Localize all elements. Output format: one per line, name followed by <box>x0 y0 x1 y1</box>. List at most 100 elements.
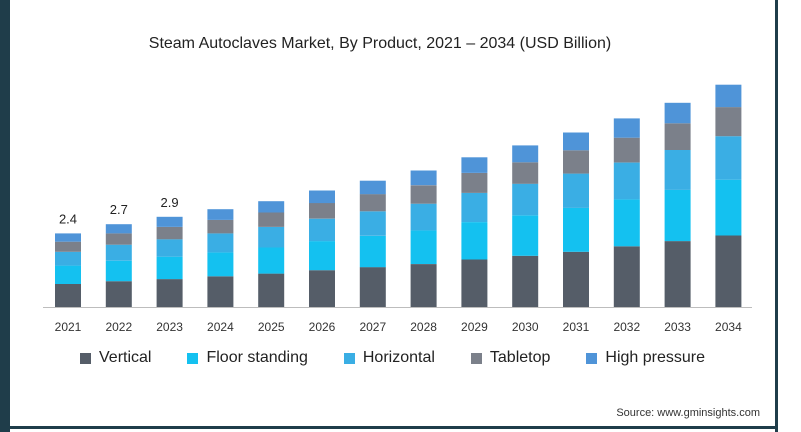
right-border <box>775 0 778 432</box>
bar-tabletop-2027 <box>359 194 386 212</box>
bar-horizontal-2033 <box>664 150 691 190</box>
bar-vertical-2023 <box>156 279 183 307</box>
bar-tabletop-2031 <box>563 150 589 174</box>
bar-tabletop-2026 <box>309 203 335 219</box>
bar-high-pressure-2024 <box>207 209 234 220</box>
bar-horizontal-2027 <box>359 211 386 236</box>
bar-high-pressure-2021 <box>55 233 81 242</box>
bar-high-pressure-2022 <box>105 224 132 234</box>
bar-floor-standing-2033 <box>664 189 691 242</box>
source-credit: Source: www.gminsights.com <box>616 407 760 419</box>
bar-floor-standing-2024 <box>207 252 234 277</box>
legend-swatch <box>343 352 355 364</box>
bar-high-pressure-2032 <box>613 118 640 138</box>
bar-tabletop-2033 <box>664 123 691 150</box>
x-tick-label: 2032 <box>613 320 640 334</box>
legend-label: Vertical <box>99 349 152 366</box>
x-tick-label: 2030 <box>512 320 539 334</box>
x-tick-label: 2022 <box>105 320 132 334</box>
bar-high-pressure-2031 <box>563 132 589 151</box>
legend-label: Tabletop <box>489 349 551 366</box>
bar-vertical-2033 <box>664 241 691 307</box>
bar-vertical-2028 <box>410 264 437 307</box>
bar-horizontal-2022 <box>105 244 132 261</box>
x-tick-label: 2024 <box>207 320 234 334</box>
legend-swatch <box>470 352 482 364</box>
legend-item-floor-standing: Floor standing <box>187 349 308 367</box>
legend-label: Floor standing <box>206 349 308 366</box>
bar-vertical-2032 <box>613 246 640 307</box>
bar-horizontal-2021 <box>55 251 81 266</box>
bar-tabletop-2030 <box>512 162 539 184</box>
legend-item-high-pressure: High pressure <box>586 349 705 367</box>
bar-vertical-2029 <box>461 259 488 307</box>
bar-floor-standing-2032 <box>613 199 640 247</box>
bar-horizontal-2030 <box>512 183 539 216</box>
legend-label: High pressure <box>605 349 705 366</box>
bar-tabletop-2023 <box>156 227 183 240</box>
bar-horizontal-2029 <box>461 192 488 222</box>
bar-horizontal-2031 <box>563 173 589 208</box>
bar-vertical-2024 <box>207 276 234 307</box>
bar-vertical-2022 <box>105 281 132 307</box>
bar-tabletop-2032 <box>613 137 640 163</box>
bar-horizontal-2026 <box>309 218 335 242</box>
bar-high-pressure-2026 <box>309 190 335 204</box>
x-tick-label: 2025 <box>258 320 285 334</box>
left-border <box>0 0 10 432</box>
x-tick-label: 2034 <box>715 320 742 334</box>
legend-item-horizontal: Horizontal <box>343 349 435 367</box>
bar-horizontal-2032 <box>613 162 640 200</box>
bar-tabletop-2022 <box>105 233 132 245</box>
bar-tabletop-2025 <box>258 212 285 227</box>
bar-floor-standing-2034 <box>715 179 742 236</box>
bar-floor-standing-2030 <box>512 215 539 256</box>
x-tick-label: 2023 <box>156 320 183 334</box>
bar-tabletop-2029 <box>461 173 488 193</box>
bar-high-pressure-2033 <box>664 102 691 124</box>
bar-high-pressure-2030 <box>512 145 539 163</box>
bar-high-pressure-2034 <box>715 84 742 108</box>
bar-high-pressure-2027 <box>359 180 386 195</box>
bar-floor-standing-2025 <box>258 247 285 274</box>
bar-vertical-2034 <box>715 235 742 307</box>
x-tick-label: 2031 <box>563 320 590 334</box>
bar-vertical-2031 <box>563 251 589 307</box>
bar-tabletop-2024 <box>207 219 234 234</box>
bar-vertical-2026 <box>309 270 335 307</box>
bar-horizontal-2025 <box>258 227 285 248</box>
x-tick-label: 2028 <box>410 320 437 334</box>
bar-vertical-2027 <box>359 267 386 307</box>
legend-swatch <box>80 352 91 364</box>
bar-floor-standing-2021 <box>55 265 81 284</box>
chart-legend: Vertical Floor standing Horizontal Tabletop… <box>80 349 741 367</box>
bar-vertical-2025 <box>258 273 285 307</box>
x-tick-label: 2026 <box>309 320 336 334</box>
bar-tabletop-2028 <box>410 185 437 204</box>
x-tick-label: 2029 <box>461 320 488 334</box>
x-tick-label: 2021 <box>55 320 82 334</box>
bar-high-pressure-2023 <box>156 216 183 227</box>
bar-tabletop-2021 <box>55 241 81 252</box>
bar-horizontal-2034 <box>715 136 742 180</box>
bar-tabletop-2034 <box>715 107 742 137</box>
data-label-2021: 2.4 <box>59 211 77 226</box>
legend-item-vertical: Vertical <box>80 349 151 367</box>
bar-horizontal-2028 <box>410 203 437 231</box>
bar-floor-standing-2029 <box>461 222 488 260</box>
legend-label: Horizontal <box>362 349 435 366</box>
bar-vertical-2030 <box>512 255 539 307</box>
data-label-2023: 2.9 <box>161 195 179 210</box>
legend-swatch <box>586 352 598 364</box>
legend-item-tabletop: Tabletop <box>470 349 551 367</box>
bottom-border <box>0 426 778 429</box>
bar-vertical-2021 <box>55 284 81 307</box>
bar-high-pressure-2029 <box>461 157 488 173</box>
bar-high-pressure-2028 <box>410 170 437 186</box>
legend-swatch <box>187 352 199 364</box>
data-label-2022: 2.7 <box>110 202 128 217</box>
bar-high-pressure-2025 <box>258 201 285 213</box>
x-tick-label: 2027 <box>359 320 386 334</box>
